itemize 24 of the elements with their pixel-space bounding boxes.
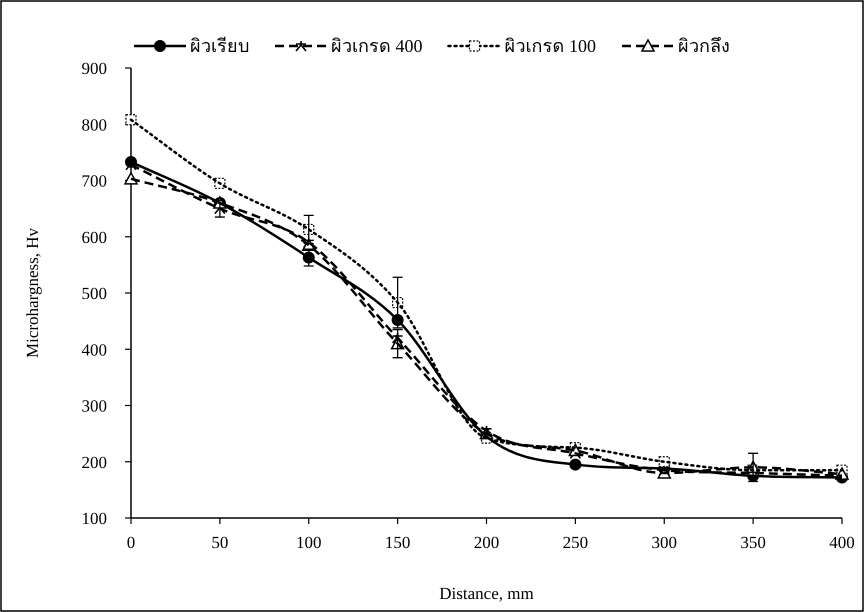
- x-tick-label: 350: [740, 533, 766, 552]
- y-tick-label: 800: [82, 115, 107, 134]
- y-tick-label: 900: [82, 59, 107, 78]
- x-tick-label: 100: [296, 533, 322, 552]
- x-tick-label: 250: [562, 533, 588, 552]
- y-tick-label: 400: [82, 340, 107, 360]
- y-axis-title: Microhargness, Hv: [23, 228, 42, 358]
- y-tick-label: 100: [82, 509, 107, 528]
- x-tick-label: 300: [652, 533, 677, 552]
- y-tick-label: 200: [82, 452, 107, 472]
- x-tick-label: 50: [211, 533, 228, 552]
- x-tick-label: 200: [474, 533, 500, 552]
- y-tick-label: 300: [82, 396, 107, 416]
- x-tick-label: 0: [126, 533, 136, 552]
- y-tick-label: 700: [82, 172, 107, 190]
- y-tick-label: 500: [82, 284, 107, 303]
- x-axis-title: Distance, mm: [439, 584, 534, 603]
- legend-label: ผิวเรียบ: [190, 36, 249, 56]
- legend-label: ผิวกลึง: [678, 36, 730, 56]
- y-tick-label: 600: [82, 228, 107, 247]
- x-tick-label: 400: [829, 533, 855, 552]
- x-tick-label: 150: [384, 533, 410, 552]
- legend-label: ผิวเกรด 100: [504, 36, 596, 56]
- legend-label: ผิวเกรด 400: [331, 36, 422, 56]
